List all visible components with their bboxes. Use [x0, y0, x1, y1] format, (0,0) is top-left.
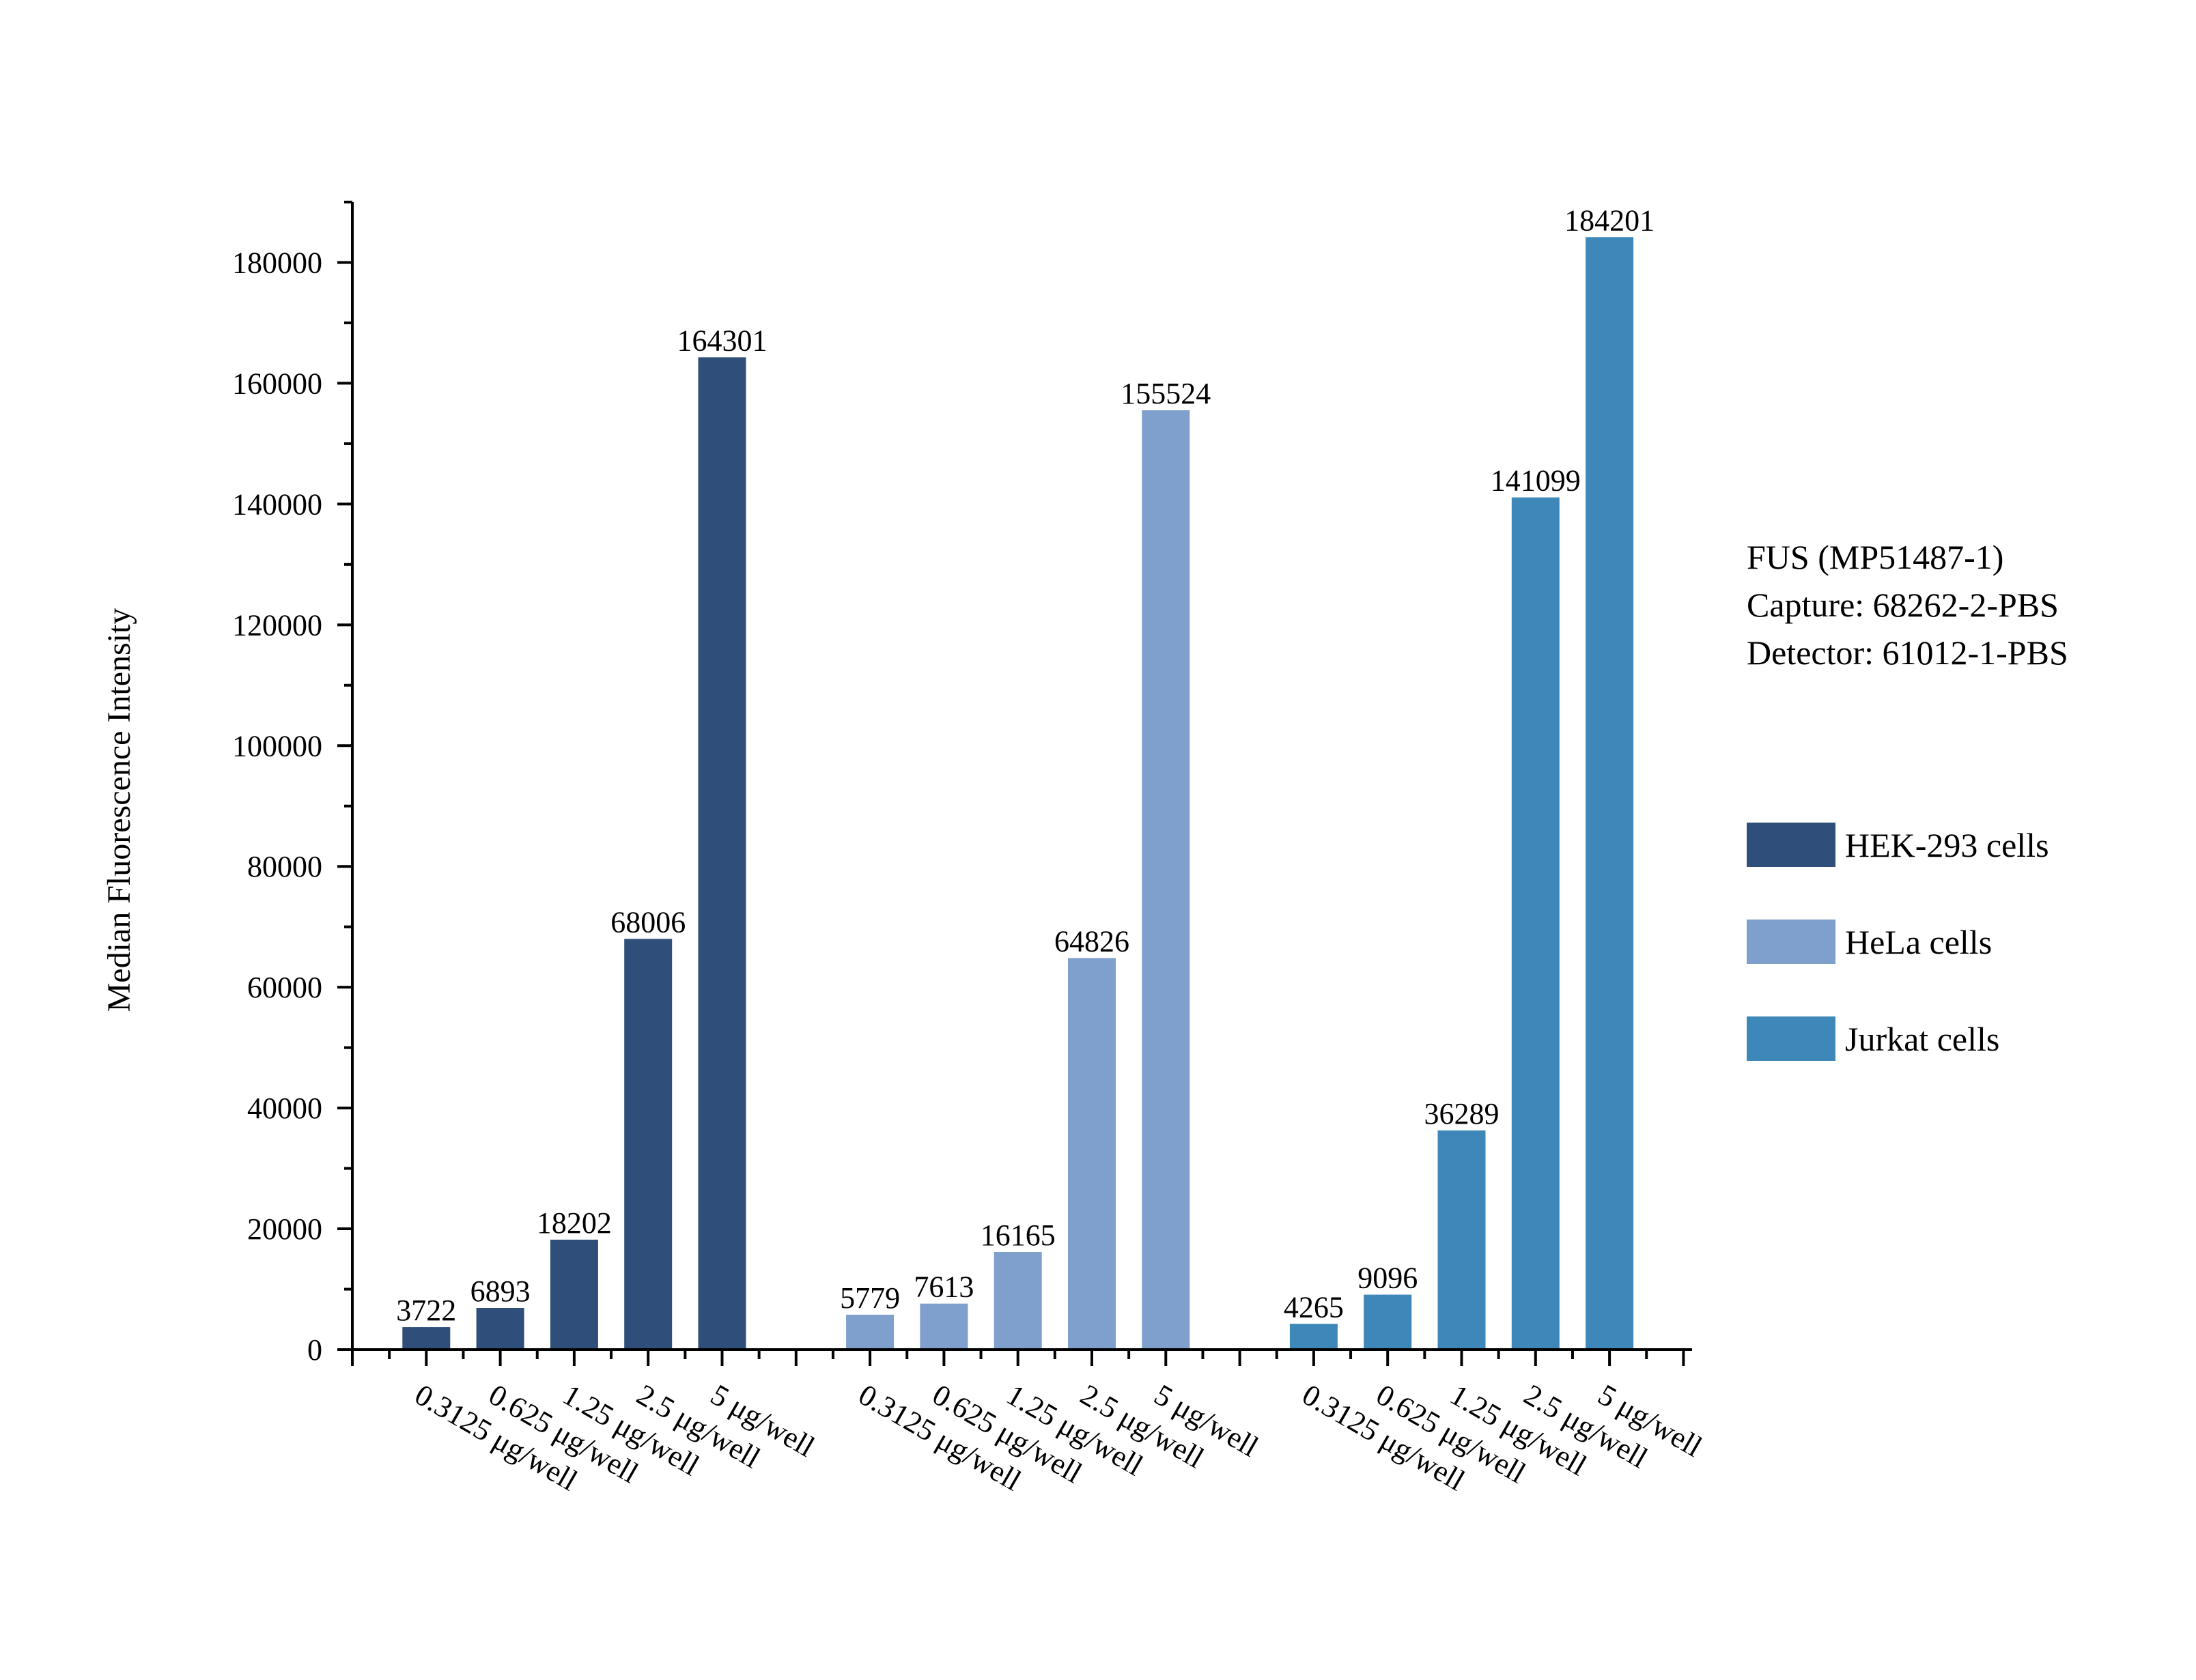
bar-value-label: 155524 — [1121, 377, 1211, 410]
y-axis-title: Median Fluorescence Intensity — [101, 608, 137, 1012]
annotation-block: FUS (MP51487-1) Capture: 68262-2-PBS Det… — [1747, 538, 2068, 672]
annotation-line: Detector: 61012-1-PBS — [1747, 633, 2068, 672]
bar-value-label: 4265 — [1284, 1290, 1344, 1324]
annotation-line: FUS (MP51487-1) — [1747, 538, 2003, 576]
bar-value-label: 9096 — [1357, 1262, 1418, 1295]
legend: HEK-293 cells HeLa cells Jurkat cells — [1747, 823, 2049, 1061]
bar-value-label: 184201 — [1564, 203, 1655, 237]
bar — [476, 1308, 524, 1350]
y-tick-label: 140000 — [232, 487, 322, 521]
legend-label: HEK-293 cells — [1845, 826, 2049, 864]
bar — [846, 1314, 895, 1350]
bar — [1142, 410, 1190, 1350]
bar — [1289, 1324, 1338, 1350]
legend-swatch-hek-293 — [1747, 823, 1835, 867]
bar-value-label: 68006 — [610, 905, 686, 939]
bar-value-label: 64826 — [1054, 924, 1129, 958]
bar — [920, 1303, 968, 1350]
bar — [1586, 237, 1634, 1350]
y-tick-label: 20000 — [247, 1212, 322, 1246]
bar-value-label: 7613 — [914, 1270, 974, 1304]
bar — [624, 939, 673, 1350]
annotation-line: Capture: 68262-2-PBS — [1747, 586, 2059, 624]
legend-swatch-jurkat — [1747, 1016, 1835, 1061]
bar-value-label: 5779 — [840, 1281, 900, 1315]
y-tick-label: 160000 — [232, 367, 322, 400]
bar — [1068, 958, 1116, 1350]
bar-value-label: 16165 — [981, 1219, 1056, 1252]
bar — [1511, 497, 1560, 1350]
y-axis-ticks: 0 20000 40000 60000 80000 100000 120000 140000 1… — [232, 201, 352, 1367]
legend-swatch-hela — [1747, 920, 1835, 964]
y-tick-label: 60000 — [247, 971, 322, 1004]
bar-value-label: 18202 — [537, 1206, 612, 1240]
y-tick-label: 0 — [307, 1333, 322, 1367]
bar-value-label: 36289 — [1424, 1097, 1500, 1130]
bar — [1364, 1294, 1412, 1350]
legend-label: Jurkat cells — [1845, 1020, 1999, 1058]
bar-value-label: 6893 — [470, 1275, 531, 1308]
y-tick-label: 40000 — [247, 1092, 322, 1125]
bar-value-label: 141099 — [1491, 464, 1581, 498]
bar — [550, 1239, 598, 1350]
bar-value-label: 164301 — [677, 324, 768, 357]
y-tick-label: 180000 — [232, 246, 322, 279]
bar-value-label: 3722 — [396, 1294, 456, 1327]
y-tick-label: 100000 — [232, 729, 322, 763]
bar — [994, 1251, 1042, 1350]
bar — [402, 1327, 451, 1350]
bar — [1437, 1130, 1486, 1350]
y-tick-label: 80000 — [247, 850, 322, 883]
legend-label: HeLa cells — [1845, 923, 1992, 961]
bar — [698, 357, 746, 1350]
y-tick-label: 120000 — [232, 608, 322, 642]
